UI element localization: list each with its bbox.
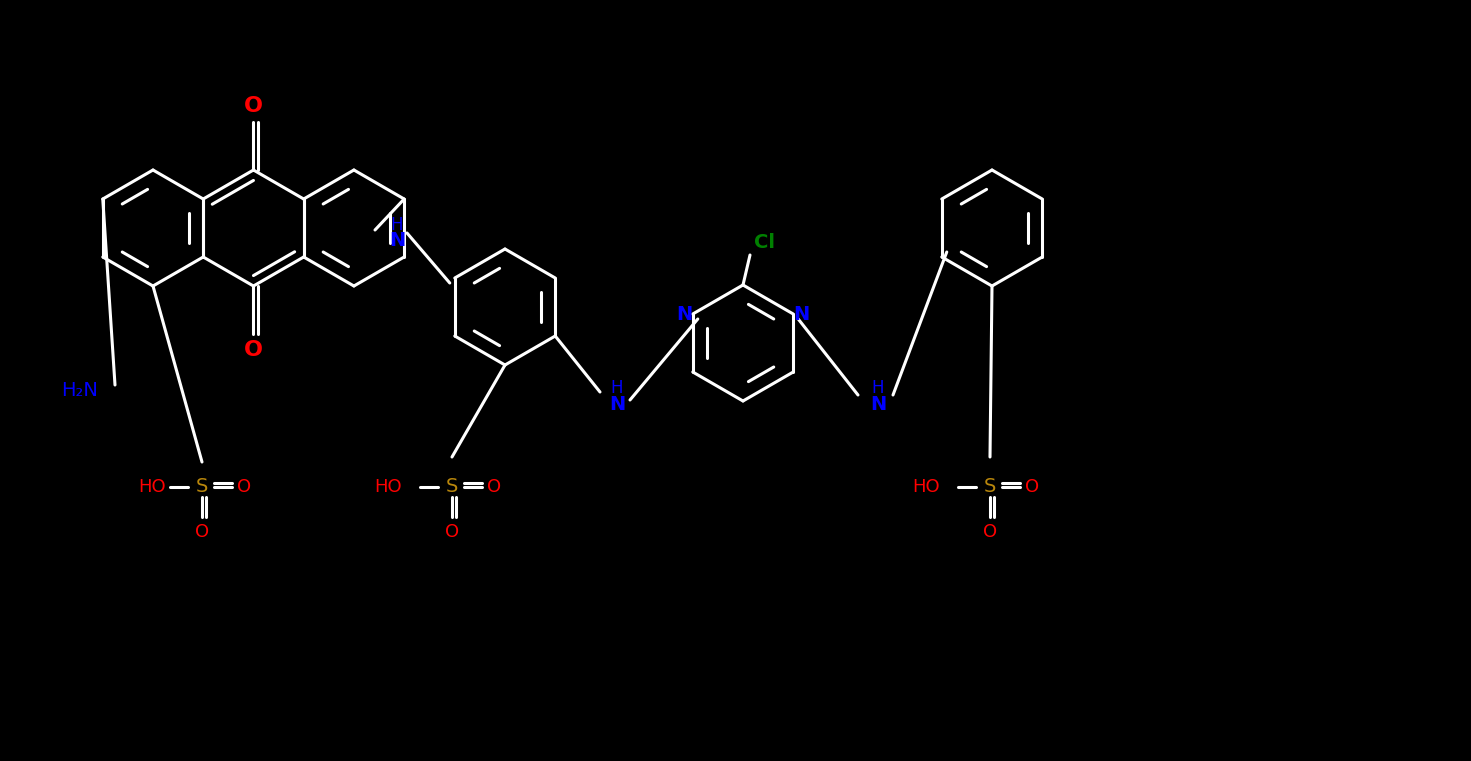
Text: HO: HO <box>138 478 166 496</box>
Text: N: N <box>609 394 625 413</box>
Text: N: N <box>869 394 886 413</box>
Text: H₂N: H₂N <box>62 380 99 400</box>
Text: S: S <box>446 477 457 496</box>
Text: HO: HO <box>375 478 402 496</box>
Text: Cl: Cl <box>755 233 775 251</box>
Text: O: O <box>983 523 997 541</box>
Text: H: H <box>610 379 624 397</box>
Text: N: N <box>677 304 693 323</box>
Text: N: N <box>793 304 809 323</box>
Text: O: O <box>444 523 459 541</box>
Text: HO: HO <box>912 478 940 496</box>
Text: O: O <box>1025 478 1039 496</box>
Text: O: O <box>244 96 263 116</box>
Text: N: N <box>388 231 405 250</box>
Text: S: S <box>984 477 996 496</box>
Text: H: H <box>872 379 884 397</box>
Text: O: O <box>196 523 209 541</box>
Text: O: O <box>244 340 263 360</box>
Text: O: O <box>237 478 252 496</box>
Text: S: S <box>196 477 209 496</box>
Text: H: H <box>391 216 403 234</box>
Text: O: O <box>487 478 502 496</box>
